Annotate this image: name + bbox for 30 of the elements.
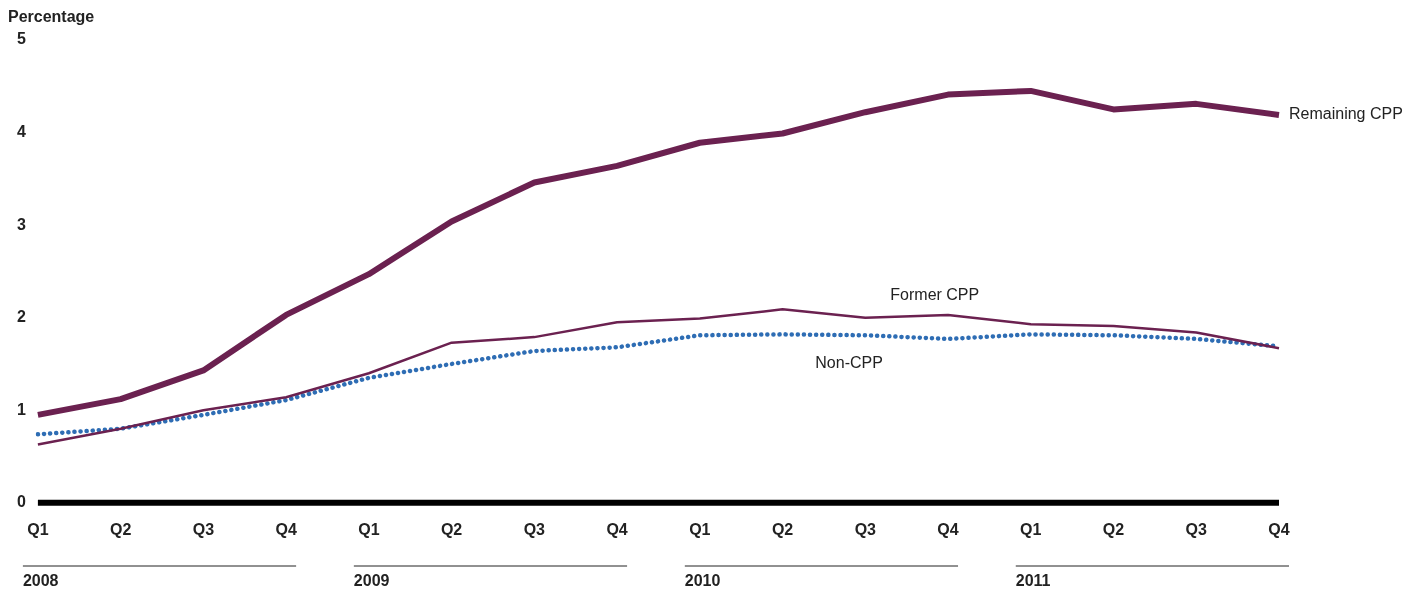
x-tick-label: Q4 bbox=[606, 520, 628, 538]
x-tick-label: Q2 bbox=[109, 520, 132, 538]
y-tick-label: 4 bbox=[16, 122, 26, 140]
x-tick-label: Q2 bbox=[771, 520, 794, 538]
x-tick-label: Q4 bbox=[937, 520, 959, 538]
text: 2010 bbox=[684, 572, 721, 590]
x-tick-label: Q2 bbox=[440, 520, 463, 538]
x-tick-label: Q4 bbox=[1268, 520, 1290, 538]
series-label: Non-CPP bbox=[815, 353, 883, 371]
x-tick-label: Q3 bbox=[854, 520, 877, 538]
y-tick-label: 5 bbox=[16, 30, 26, 48]
series-label: Former CPP bbox=[890, 286, 980, 304]
x-tick-label: Q4 bbox=[275, 520, 297, 538]
x-tick-label: Q1 bbox=[358, 520, 380, 538]
x-tick-label: Q1 bbox=[1020, 520, 1042, 538]
x-tick-label: Q3 bbox=[1185, 520, 1208, 538]
series-label: Remaining CPP bbox=[1289, 105, 1403, 123]
x-tick-label: Q3 bbox=[523, 520, 546, 538]
text: 2009 bbox=[353, 572, 390, 590]
text: 2008 bbox=[22, 572, 59, 590]
x-tick-label: Q3 bbox=[192, 520, 215, 538]
y-tick-label: 2 bbox=[16, 308, 26, 326]
y-tick-label: 1 bbox=[16, 400, 26, 418]
y-tick-label: 3 bbox=[16, 215, 26, 233]
x-tick-label: Q1 bbox=[27, 520, 49, 538]
y-axis-title: Percentage bbox=[8, 8, 95, 26]
x-tick-label: Q2 bbox=[1102, 520, 1125, 538]
x-tick-label: Q1 bbox=[689, 520, 711, 538]
y-tick-label: 0 bbox=[16, 493, 26, 511]
text: 2011 bbox=[1015, 572, 1051, 590]
